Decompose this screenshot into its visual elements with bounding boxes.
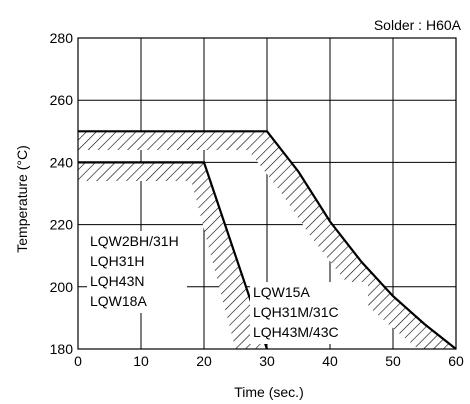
y-tick-label: 200 [50, 279, 74, 295]
upper-limit-line-1 [78, 161, 269, 350]
x-tick-label: 60 [448, 353, 464, 369]
upper-limit-line-2 [78, 130, 457, 350]
series-label: LQW18A [90, 293, 147, 309]
x-tick-label: 30 [259, 353, 275, 369]
series-labels: LQW2BH/31H LQH31H LQH43N LQW18A LQW15A LQH31M… [87, 231, 368, 344]
curves [78, 130, 457, 350]
y-axis-label: Temperature (°C) [14, 145, 30, 253]
x-tick-label: 50 [385, 353, 401, 369]
y-tick-label: 180 [50, 341, 74, 357]
x-tick-label: 40 [322, 353, 338, 369]
series-label: LQH31M/31C [253, 304, 339, 320]
series-label-bg-2 [250, 282, 368, 344]
y-tick-label: 240 [50, 154, 74, 170]
tick-labels: 0 10 20 30 40 50 60 180 200 220 240 260 280 [50, 30, 464, 369]
y-tick-label: 260 [50, 92, 74, 108]
x-tick-label: 10 [133, 353, 149, 369]
series-label: LQH43M/43C [253, 324, 339, 340]
series-label: LQW2BH/31H [90, 233, 179, 249]
x-tick-label: 20 [196, 353, 212, 369]
y-tick-label: 280 [50, 30, 74, 46]
series-label: LQW15A [253, 284, 310, 300]
y-tick-label: 220 [50, 217, 74, 233]
x-tick-label: 0 [74, 353, 82, 369]
series-label: LQH43N [90, 273, 144, 289]
hatched-band-1 [78, 162, 267, 349]
plot-frame [77, 37, 457, 350]
solder-annotation: Solder : H60A [374, 17, 462, 33]
series-label: LQH31H [90, 253, 144, 269]
x-axis-label: Time (sec.) [234, 384, 303, 400]
series-label-bg-1 [87, 231, 187, 313]
